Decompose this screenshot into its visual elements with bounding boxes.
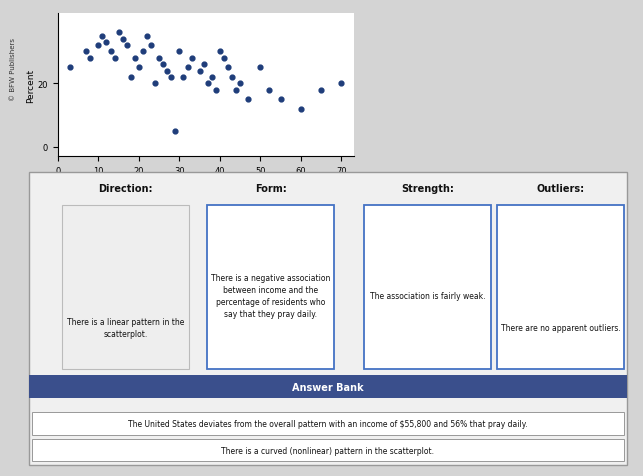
Point [316,87,327,94]
Text: Answer Bank: Answer Bank [292,382,364,392]
Point [65,64,75,72]
Y-axis label: Percent: Percent [26,69,35,103]
Text: © BFW Publishers: © BFW Publishers [10,38,15,101]
Point [174,49,185,56]
Point [138,49,148,56]
Point [146,42,156,50]
Point [150,80,160,88]
Point [109,55,120,62]
Point [215,49,225,56]
Point [183,64,193,72]
Point [235,80,246,88]
FancyBboxPatch shape [29,173,627,465]
Text: Form:: Form: [255,184,286,194]
Point [211,87,221,94]
Point [206,74,217,81]
Point [102,39,112,47]
Point [186,55,197,62]
Text: Strength:: Strength: [401,184,454,194]
Point [114,30,124,37]
X-axis label: Per-capita wealth ($1000s): Per-capita wealth ($1000s) [145,178,267,188]
Point [170,128,181,136]
Point [199,61,209,69]
Text: There is a curved (nonlinear) pattern in the scatterplot.: There is a curved (nonlinear) pattern in… [221,446,435,455]
Text: The association is fairly weak.: The association is fairly weak. [370,292,485,300]
Point [296,106,306,113]
Point [255,64,266,72]
FancyBboxPatch shape [29,375,627,398]
FancyBboxPatch shape [207,205,334,369]
Point [223,64,233,72]
Text: There is a linear pattern in the
scatterplot.: There is a linear pattern in the scatter… [67,317,184,338]
Point [162,68,172,75]
Point [231,87,241,94]
Point [118,36,128,43]
Point [264,87,274,94]
Point [219,55,229,62]
Point [81,49,91,56]
Point [166,74,176,81]
Point [203,80,213,88]
Point [154,55,165,62]
FancyBboxPatch shape [32,439,624,461]
Text: The United States deviates from the overall pattern with an income of $55,800 an: The United States deviates from the over… [128,419,528,428]
Point [195,68,205,75]
FancyBboxPatch shape [62,205,189,369]
Text: There is a negative association
between income and the
percentage of residents w: There is a negative association between … [211,274,331,318]
Point [142,33,152,40]
Point [85,55,95,62]
Text: Outliers:: Outliers: [536,184,584,194]
Text: There are no apparent outliers.: There are no apparent outliers. [501,323,620,332]
Point [227,74,237,81]
Point [93,42,104,50]
Text: Direction:: Direction: [98,184,152,194]
Point [336,80,347,88]
Point [276,96,286,104]
FancyBboxPatch shape [32,413,624,435]
Point [158,61,168,69]
FancyBboxPatch shape [364,205,491,369]
Point [134,64,144,72]
Point [97,33,107,40]
Point [122,42,132,50]
Point [243,96,253,104]
Point [125,74,136,81]
Point [105,49,116,56]
FancyBboxPatch shape [497,205,624,369]
Point [130,55,140,62]
Point [178,74,188,81]
